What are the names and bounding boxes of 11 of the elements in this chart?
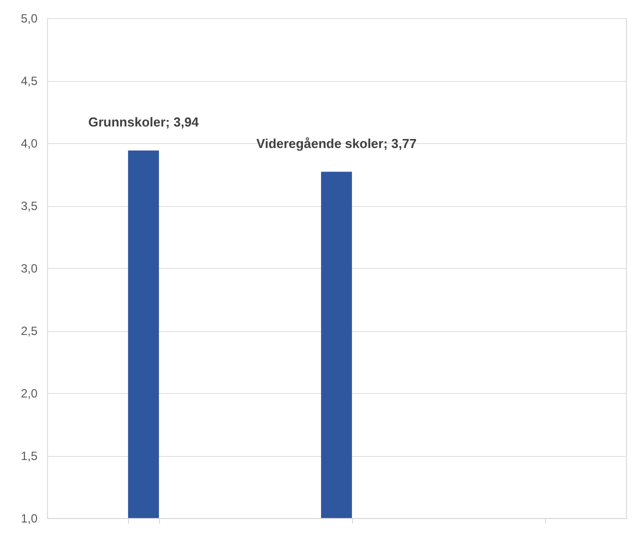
y-tick-label: 1,5 [20,449,38,463]
y-tick-label: 2,0 [20,386,38,400]
y-tick-label: 1,0 [20,512,38,526]
y-tick-label: 3,0 [20,262,38,276]
y-tick-label: 2,5 [20,324,38,338]
y-tick-label: 5,0 [20,12,38,26]
y-tick-label: 4,0 [20,136,38,150]
y-tick-label: 3,5 [20,199,38,213]
data-label: Videregående skoler; 3,77 [256,136,417,151]
y-tick-label: 4,5 [20,74,38,88]
data-label: Grunnskoler; 3,94 [88,114,200,130]
